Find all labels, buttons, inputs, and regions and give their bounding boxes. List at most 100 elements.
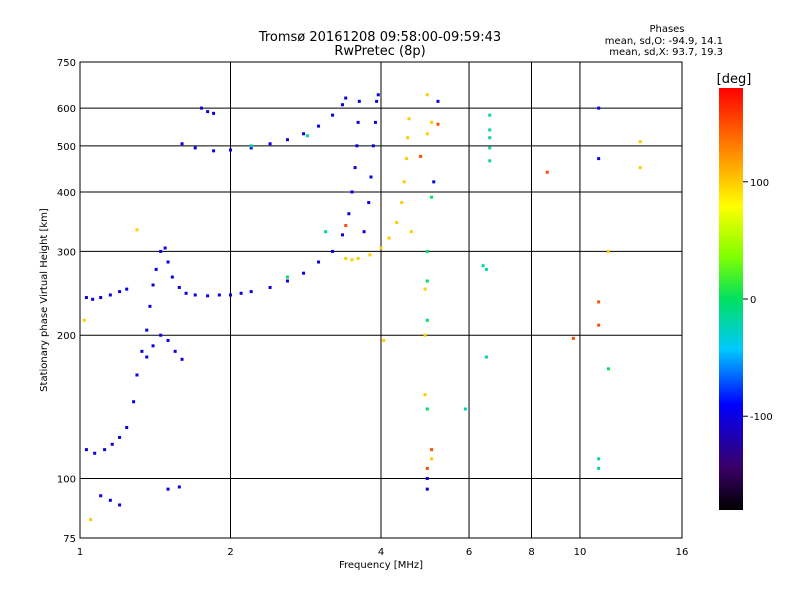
data-point bbox=[484, 267, 488, 271]
data-point bbox=[425, 487, 429, 491]
data-point bbox=[212, 111, 216, 115]
data-point bbox=[249, 146, 253, 150]
colorbar bbox=[719, 88, 743, 510]
colorbar-tick-label: 0 bbox=[750, 295, 756, 306]
data-point bbox=[597, 457, 601, 461]
data-point bbox=[382, 338, 386, 342]
data-point bbox=[99, 296, 103, 300]
data-point bbox=[302, 132, 306, 136]
x-axis-label: Frequency [MHz] bbox=[339, 560, 423, 571]
x-tick-label: 16 bbox=[676, 547, 689, 558]
data-point bbox=[436, 99, 440, 103]
data-point bbox=[166, 260, 170, 264]
data-point bbox=[212, 149, 216, 153]
data-point bbox=[108, 498, 112, 502]
data-point bbox=[367, 201, 371, 205]
data-point bbox=[324, 230, 328, 234]
data-point bbox=[425, 249, 429, 253]
data-point bbox=[481, 264, 485, 268]
y-tick-label: 100 bbox=[57, 475, 76, 486]
data-point bbox=[118, 503, 122, 507]
data-point bbox=[407, 117, 411, 121]
data-point bbox=[597, 300, 601, 304]
data-point bbox=[163, 246, 167, 250]
data-point bbox=[430, 448, 434, 452]
data-point bbox=[93, 451, 97, 455]
data-point bbox=[353, 166, 357, 170]
data-point bbox=[387, 236, 391, 240]
chart-subtitle: RwPretec (8p) bbox=[334, 44, 425, 59]
data-point bbox=[425, 466, 429, 470]
data-point bbox=[206, 294, 210, 298]
data-point bbox=[177, 285, 181, 289]
data-point bbox=[206, 110, 210, 114]
data-point bbox=[268, 285, 272, 289]
data-point bbox=[229, 148, 232, 152]
data-point bbox=[239, 291, 243, 295]
data-point bbox=[368, 253, 372, 257]
data-point bbox=[425, 318, 429, 322]
data-point bbox=[118, 290, 122, 294]
data-point bbox=[425, 93, 429, 97]
colorbar-tick-label: 100 bbox=[750, 178, 769, 189]
data-point bbox=[125, 287, 129, 291]
data-point bbox=[409, 230, 413, 234]
data-point bbox=[84, 448, 88, 452]
data-point bbox=[436, 122, 440, 126]
colorbar-ticks: 100 0 -100 bbox=[743, 178, 773, 423]
data-point bbox=[606, 249, 610, 253]
data-point bbox=[395, 221, 399, 225]
data-point bbox=[166, 338, 170, 342]
x-tick-label: 8 bbox=[528, 547, 534, 558]
data-point bbox=[376, 93, 380, 97]
data-point bbox=[317, 124, 321, 128]
data-point bbox=[425, 279, 429, 283]
data-point bbox=[379, 246, 383, 250]
data-point bbox=[362, 230, 366, 234]
data-point bbox=[606, 367, 610, 371]
x-tick-label: 10 bbox=[574, 547, 587, 558]
data-point bbox=[151, 344, 155, 348]
y-tick-label: 600 bbox=[57, 104, 76, 115]
data-point bbox=[423, 393, 427, 397]
grid-lines bbox=[80, 62, 682, 538]
y-tick-label: 500 bbox=[57, 142, 76, 153]
data-point bbox=[638, 140, 642, 144]
data-point bbox=[285, 279, 289, 283]
data-point bbox=[597, 466, 601, 470]
data-point bbox=[423, 287, 427, 291]
data-point bbox=[249, 290, 253, 294]
data-point bbox=[369, 175, 373, 179]
data-point bbox=[229, 293, 232, 297]
x-tick-label: 1 bbox=[77, 547, 83, 558]
x-tick-label: 6 bbox=[466, 547, 472, 558]
data-point bbox=[344, 224, 348, 228]
data-point bbox=[350, 190, 354, 194]
data-point bbox=[350, 258, 354, 262]
stats-line-x: mean, sd,X: 93.7, 19.3 bbox=[609, 47, 723, 58]
data-point bbox=[285, 275, 289, 279]
data-point bbox=[173, 349, 177, 353]
data-point bbox=[488, 159, 492, 163]
data-point bbox=[430, 457, 434, 461]
data-point bbox=[302, 271, 306, 275]
data-point bbox=[488, 136, 492, 140]
data-point bbox=[84, 296, 88, 300]
data-point bbox=[488, 128, 492, 132]
data-point bbox=[597, 106, 601, 110]
data-point bbox=[170, 275, 174, 279]
data-point bbox=[425, 407, 429, 411]
data-point bbox=[159, 249, 163, 253]
data-points bbox=[82, 93, 642, 522]
data-point bbox=[375, 99, 379, 103]
data-point bbox=[193, 293, 197, 297]
data-point bbox=[177, 485, 181, 489]
data-point bbox=[571, 336, 575, 340]
data-point bbox=[357, 99, 361, 103]
data-point bbox=[180, 357, 184, 361]
data-point bbox=[463, 407, 467, 411]
data-point bbox=[184, 291, 188, 295]
data-point bbox=[371, 144, 375, 148]
data-point bbox=[347, 212, 351, 216]
